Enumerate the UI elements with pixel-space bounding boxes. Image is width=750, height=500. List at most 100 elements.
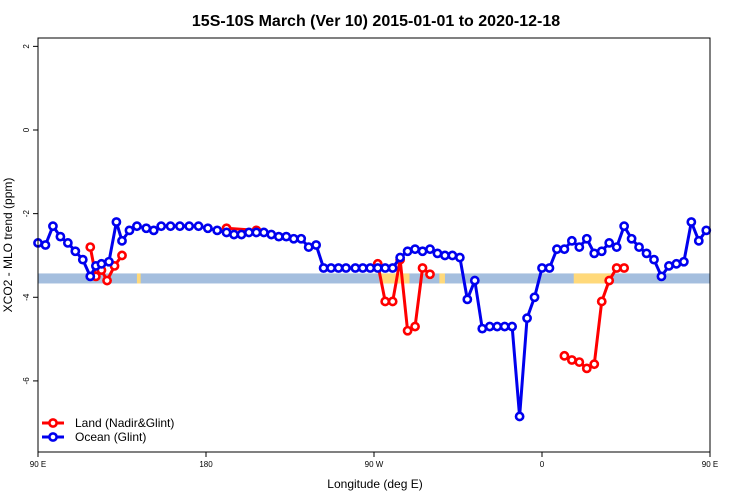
series-0-point-3-4 xyxy=(589,359,600,370)
x-tick-label-0: 90 E xyxy=(30,460,46,469)
series-1-point-0-66 xyxy=(537,263,547,273)
series-1-point-0-53 xyxy=(440,250,450,261)
series-1-point-0-72 xyxy=(581,233,592,244)
series-0-point-3-1 xyxy=(566,355,577,365)
series-1-point-0-12 xyxy=(117,235,127,246)
legend-label-0: Land (Nadir&Glint) xyxy=(75,416,174,430)
series-1-point-0-3 xyxy=(55,231,66,242)
series-1-point-0-7 xyxy=(85,271,96,282)
series-1-point-0-41 xyxy=(350,263,361,273)
series-1-point-0-42 xyxy=(357,263,368,273)
series-1-point-0-71 xyxy=(574,242,585,252)
series-1-point-0-86 xyxy=(686,217,697,227)
series-1-point-0-43 xyxy=(365,263,376,273)
series-1-point-0-19 xyxy=(174,221,185,232)
series-1-point-0-73 xyxy=(589,248,600,259)
series-1-point-0-63 xyxy=(514,411,525,422)
series-1-point-0-29 xyxy=(258,227,269,238)
series-1-point-0-14 xyxy=(132,221,142,232)
series-1-point-0-32 xyxy=(281,231,292,242)
series-1-point-0-17 xyxy=(156,221,167,232)
series-1-point-0-40 xyxy=(341,263,351,273)
series-1-point-0-30 xyxy=(266,229,277,240)
series-1-point-0-26 xyxy=(236,229,247,240)
series-1-point-0-55 xyxy=(454,252,465,263)
series-1-point-0-54 xyxy=(447,250,458,261)
series-layer xyxy=(33,217,712,422)
x-tick-label-1: 180 xyxy=(199,460,213,469)
series-1-point-0-37 xyxy=(318,263,329,273)
series-1-point-0-45 xyxy=(380,263,391,273)
series-0-point-2-4 xyxy=(402,325,413,336)
series-1-point-0-83 xyxy=(664,261,674,271)
series-1-point-0-27 xyxy=(244,227,254,238)
series-1-point-0-80 xyxy=(641,248,652,259)
band-base xyxy=(38,273,710,284)
chart-title: 15S-10S March (Ver 10) 2015-01-01 to 202… xyxy=(192,13,560,30)
series-1-point-0-81 xyxy=(649,254,659,265)
series-1-point-0-20 xyxy=(184,221,195,232)
series-1-point-0-38 xyxy=(326,263,336,273)
series-1-point-0-78 xyxy=(626,233,637,244)
series-1-point-0-1 xyxy=(40,240,51,250)
series-0 xyxy=(85,223,630,374)
series-0-point-2-1 xyxy=(380,296,391,307)
reference-band xyxy=(38,273,710,284)
x-axis-label: Longitude (deg E) xyxy=(327,477,422,491)
series-1-point-0-35 xyxy=(303,242,314,252)
series-0-point-2-2 xyxy=(387,296,398,307)
series-1-point-0-61 xyxy=(499,321,510,332)
series-0-point-2-7 xyxy=(425,269,435,280)
series-1-point-0-44 xyxy=(372,263,383,273)
band-highlight-2 xyxy=(439,273,445,284)
series-1-point-0-13 xyxy=(124,225,135,236)
series-0-point-3-5 xyxy=(596,296,607,307)
series-0-point-2-5 xyxy=(410,321,420,332)
series-0-point-1-5 xyxy=(117,250,127,261)
series-1-point-0-49 xyxy=(410,244,420,255)
y-tick-label-2: -2 xyxy=(22,210,31,218)
series-1-point-0-50 xyxy=(417,246,428,257)
series-0-point-1-0 xyxy=(85,242,96,252)
y-tick-label-1: 0 xyxy=(22,127,31,132)
series-1-point-0-47 xyxy=(395,252,406,263)
series-1-point-0-18 xyxy=(165,221,176,232)
band-highlight-0 xyxy=(136,273,141,284)
series-1-point-0-77 xyxy=(619,221,630,232)
series-1-point-0-79 xyxy=(634,242,644,252)
band-highlight-1 xyxy=(379,273,410,284)
series-0-point-3-8 xyxy=(619,263,630,273)
series-1-point-0-76 xyxy=(611,242,622,252)
series-0-point-1-3 xyxy=(102,275,112,286)
series-1-point-0-69 xyxy=(559,244,570,255)
series-1-point-0-68 xyxy=(552,244,562,255)
series-1-point-0-25 xyxy=(229,229,239,240)
series-1-point-0-4 xyxy=(62,238,73,248)
y-axis-label: XCO2 - MLO trend (ppm) xyxy=(1,178,15,313)
legend-marker-0 xyxy=(48,418,58,428)
x-tick-label-4: 90 E xyxy=(702,460,718,469)
series-1-point-0-59 xyxy=(484,321,495,332)
series-1-point-0-65 xyxy=(529,292,540,303)
series-1-point-0-84 xyxy=(671,258,682,269)
series-1-point-0-48 xyxy=(402,246,413,257)
series-1-point-0-58 xyxy=(477,323,488,334)
x-tick-label-2: 90 W xyxy=(365,460,384,469)
series-1-point-0-39 xyxy=(333,263,344,273)
series-1-point-0-22 xyxy=(202,223,213,234)
series-1-point-0-67 xyxy=(544,263,555,273)
series-1-point-0-36 xyxy=(311,240,322,250)
series-0-point-2-6 xyxy=(417,263,428,273)
series-0-point-3-0 xyxy=(559,350,570,361)
y-tick-label-3: -4 xyxy=(22,293,31,301)
series-1-point-0-33 xyxy=(288,233,299,244)
series-0-point-3-3 xyxy=(581,363,592,374)
series-1-point-0-85 xyxy=(678,256,689,267)
series-1-point-0-21 xyxy=(193,221,204,232)
legend-marker-1 xyxy=(48,432,58,442)
series-1-point-0-82 xyxy=(656,271,667,282)
x-axis: 90 E 180 90 W 0 90 E xyxy=(30,452,718,469)
series-1-point-0-31 xyxy=(273,231,284,242)
series-1-point-0-23 xyxy=(212,225,223,236)
